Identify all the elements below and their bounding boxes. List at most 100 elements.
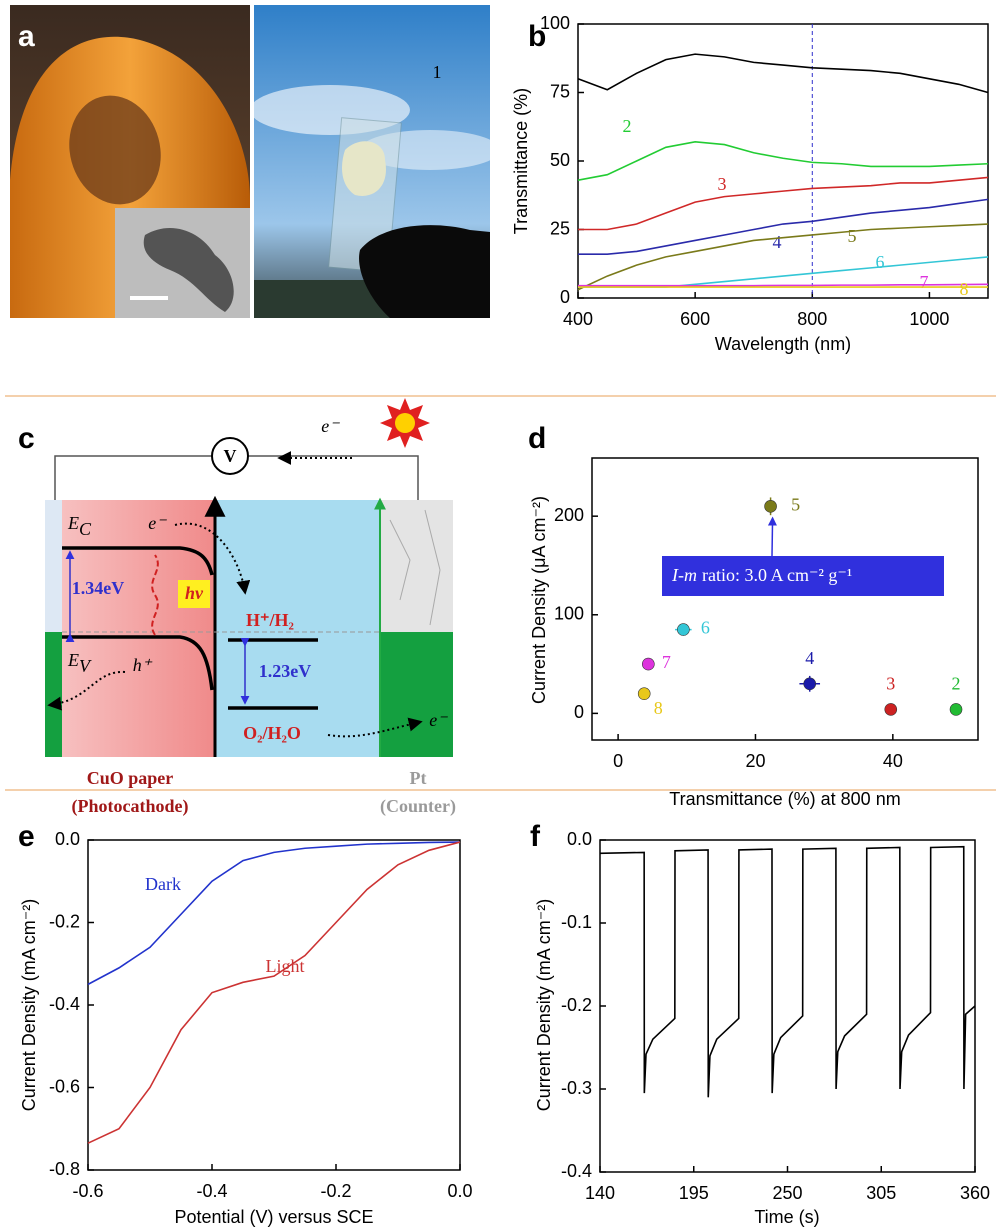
x-tick-label: 40	[883, 751, 903, 771]
back-contact	[45, 632, 62, 757]
counter-role: (Counter)	[380, 796, 456, 817]
back-contact	[45, 500, 62, 632]
panel-label: e	[18, 820, 35, 853]
series-label: Light	[266, 956, 305, 976]
tem-flake	[143, 227, 234, 312]
x-tick-label: 1000	[909, 309, 949, 329]
cathode-role: (Photocathode)	[72, 796, 189, 817]
y-tick-label: -0.4	[49, 994, 80, 1014]
y-tick-label: -0.4	[561, 1161, 592, 1181]
panel-label: f	[530, 820, 541, 853]
data-point	[884, 703, 898, 716]
plot-frame	[87, 839, 461, 1171]
annotation-box	[662, 556, 944, 596]
film	[342, 141, 386, 196]
line-series	[578, 176, 989, 231]
x-tick-label: 360	[960, 1183, 990, 1203]
x-tick-label: 0	[613, 751, 623, 771]
redox-label: H⁺/H₂	[246, 610, 294, 630]
x-tick-label: 305	[866, 1183, 896, 1203]
pt-electrode	[380, 632, 453, 757]
point-label: 4	[805, 648, 814, 668]
voltmeter-label: V	[224, 446, 237, 466]
y-tick-label: 50	[550, 150, 570, 170]
band-label: EV	[67, 650, 92, 676]
texture	[389, 509, 441, 626]
y-tick-label: 0	[574, 702, 584, 722]
electron-label: e⁻	[148, 513, 167, 533]
wire	[248, 455, 419, 500]
x-tick-label: 250	[772, 1183, 802, 1203]
line-series	[87, 841, 461, 986]
point-label: 8	[654, 698, 663, 718]
y-tick-label: -0.3	[561, 1078, 592, 1098]
y-axis-title: Current Density (μA cm⁻²)	[529, 496, 549, 704]
y-axis-title: Transmittance (%)	[511, 88, 531, 234]
line-series	[87, 841, 461, 1144]
diagram: c V e⁻ 1.34eV EC EV e⁻ hν h⁺ H⁺/H₂ 1.23e…	[18, 398, 456, 817]
photo-panel: a	[10, 5, 500, 319]
x-axis-title: Wavelength (nm)	[715, 334, 851, 354]
y-tick-label: -0.2	[561, 995, 592, 1015]
point-label: 6	[701, 618, 710, 638]
point-label: 3	[886, 674, 895, 694]
series-label: 3	[718, 174, 727, 194]
y-tick-label: 0	[560, 287, 570, 307]
x-axis-title: Transmittance (%) at 800 nm	[669, 789, 900, 809]
band-subscript: V	[79, 656, 92, 676]
band-label: EC	[67, 513, 92, 539]
plot-frame	[591, 457, 979, 741]
electron-path	[327, 717, 423, 738]
y-tick-label: 75	[550, 81, 570, 101]
annotation-text: ratio: 3.0 A cm⁻² g⁻¹	[702, 565, 852, 585]
line-series	[599, 845, 976, 1098]
series-label: Dark	[145, 874, 181, 894]
photon-label: hν	[185, 583, 204, 603]
y-axis-title: Current Density (mA cm⁻²)	[19, 899, 39, 1112]
plot-frame	[599, 839, 976, 1173]
x-tick-label: 140	[585, 1183, 615, 1203]
electron-label: e⁻	[429, 710, 448, 730]
data-point	[803, 677, 817, 691]
panel-label: d	[528, 422, 546, 455]
band-label: E	[67, 650, 79, 670]
x-tick-label: 400	[563, 309, 593, 329]
conduction-band	[62, 546, 214, 576]
line-series	[578, 283, 989, 287]
y-tick-label: 100	[554, 604, 584, 624]
series-label: 1	[433, 62, 442, 82]
hole-path	[47, 670, 126, 711]
y-tick-label: 0.0	[567, 829, 592, 849]
annotation-arrow	[767, 516, 777, 557]
x-tick-label: 0.0	[447, 1181, 472, 1201]
y-tick-label: 100	[540, 13, 570, 33]
y-tick-label: 0.0	[55, 829, 80, 849]
wire	[54, 455, 212, 500]
line-series	[577, 141, 989, 181]
photon-path	[151, 554, 159, 636]
y-tick-label: 200	[554, 505, 584, 525]
y-tick-label: -0.2	[49, 911, 80, 931]
y-tick-label: 25	[550, 218, 570, 238]
x-tick-label: 20	[745, 751, 765, 771]
point-label: 2	[952, 674, 961, 694]
series-label: 4	[773, 232, 782, 252]
pt-electrode	[380, 500, 453, 632]
line-series	[578, 198, 989, 255]
panel-label: a	[18, 20, 35, 53]
series-label: 5	[848, 226, 857, 246]
data-point	[949, 703, 963, 716]
point-label: 7	[662, 652, 671, 672]
y-tick-label: -0.8	[49, 1159, 80, 1179]
y-tick-label: -0.6	[49, 1076, 80, 1096]
data-point	[637, 687, 651, 700]
photon-box	[178, 580, 210, 608]
voltmeter	[211, 437, 249, 475]
hole-label: h⁺	[133, 655, 153, 675]
counter-label: Pt	[410, 768, 427, 788]
annotation: I-m ratio: 3.0 A cm⁻² g⁻¹	[671, 565, 852, 585]
panel-label: b	[528, 20, 546, 53]
x-tick-label: -0.2	[320, 1181, 351, 1201]
electron-label: e⁻	[321, 416, 340, 436]
